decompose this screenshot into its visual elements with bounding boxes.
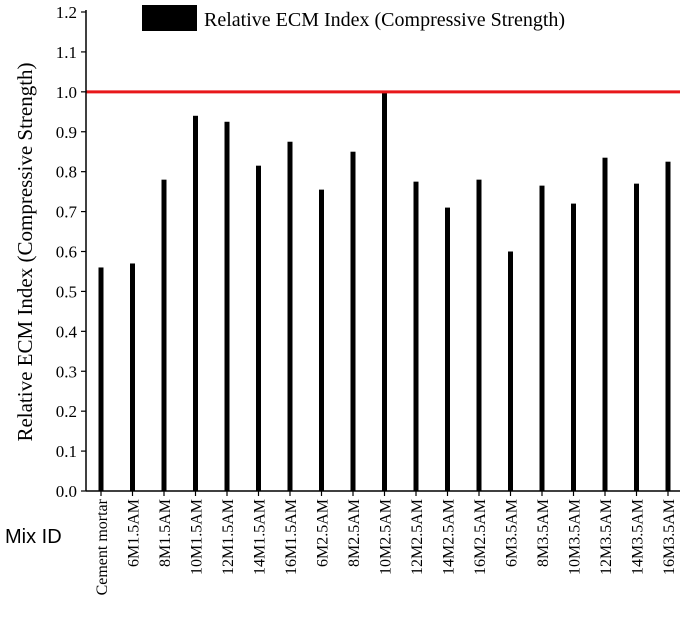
bar [98, 267, 104, 491]
y-tick-label: 0.2 [56, 402, 77, 421]
y-tick-label: 0.4 [56, 322, 78, 341]
bar [130, 263, 135, 491]
bar [476, 179, 482, 491]
bar [571, 203, 576, 491]
x-tick-label: 12M1.5AM [220, 499, 237, 575]
y-tick-label: 0.7 [56, 203, 78, 222]
x-axis-tick-labels: Cement mortar 6M1.5AM 8M1.5AM 10M1.5AM 12M1.… [94, 491, 678, 595]
x-tick-label: 16M1.5AM [283, 499, 300, 575]
y-tick-label: 0.8 [56, 163, 77, 182]
legend-swatch [142, 5, 197, 31]
bar [445, 207, 450, 491]
x-tick-label: 10M1.5AM [189, 499, 206, 575]
y-tick-label: 1.0 [56, 83, 77, 102]
x-tick-label: 6M2.5AM [315, 499, 332, 567]
y-tick-label: 0.0 [56, 482, 77, 501]
x-tick-label: 8M1.5AM [157, 499, 174, 567]
x-tick-label: 12M2.5AM [409, 499, 426, 575]
y-axis-label: Relative ECM Index (Compressive Strength… [13, 62, 37, 441]
bar [224, 121, 230, 491]
x-tick-label: 14M3.5AM [630, 499, 647, 575]
bar [539, 185, 545, 491]
bar [602, 157, 608, 491]
legend-label: Relative ECM Index (Compressive Strength… [204, 9, 565, 31]
bar [287, 141, 293, 491]
x-tick-label: 14M1.5AM [252, 499, 269, 575]
x-tick-label: 8M3.5AM [535, 499, 552, 567]
y-tick-label: 0.9 [56, 123, 77, 142]
y-tick-label: 1.1 [56, 43, 77, 62]
bar [634, 183, 639, 491]
y-tick-label: 0.6 [56, 243, 77, 262]
bar [382, 91, 387, 491]
bar [665, 161, 671, 491]
x-tick-label: 16M3.5AM [661, 499, 678, 575]
x-tick-label: 6M3.5AM [504, 499, 521, 567]
y-tick-label: 1.2 [56, 3, 77, 22]
x-axis-label: Mix ID [5, 526, 62, 548]
bar [508, 251, 513, 491]
bars [98, 91, 671, 492]
x-tick-label: 16M2.5AM [472, 499, 489, 575]
bar [193, 115, 198, 492]
bar [161, 179, 167, 491]
y-axis-ticks: 0.0 0.1 0.2 0.3 0.4 0.5 0.6 0.7 0.8 0.9 1.0 1.1 1.2 [56, 3, 86, 501]
x-tick-label: 10M3.5AM [567, 499, 584, 575]
y-tick-label: 0.1 [56, 442, 77, 461]
x-tick-label: 6M1.5AM [126, 499, 143, 567]
bar [319, 189, 324, 492]
x-tick-label: 8M2.5AM [346, 499, 363, 567]
y-tick-label: 0.3 [56, 362, 77, 381]
x-tick-label: 10M2.5AM [378, 499, 395, 575]
y-tick-label: 0.5 [56, 282, 77, 301]
x-tick-label: 14M2.5AM [441, 499, 458, 575]
x-tick-label: 12M3.5AM [598, 499, 615, 575]
x-tick-label: Cement mortar [94, 498, 111, 595]
bar [413, 181, 419, 492]
bar [256, 165, 261, 491]
bar [350, 151, 356, 492]
